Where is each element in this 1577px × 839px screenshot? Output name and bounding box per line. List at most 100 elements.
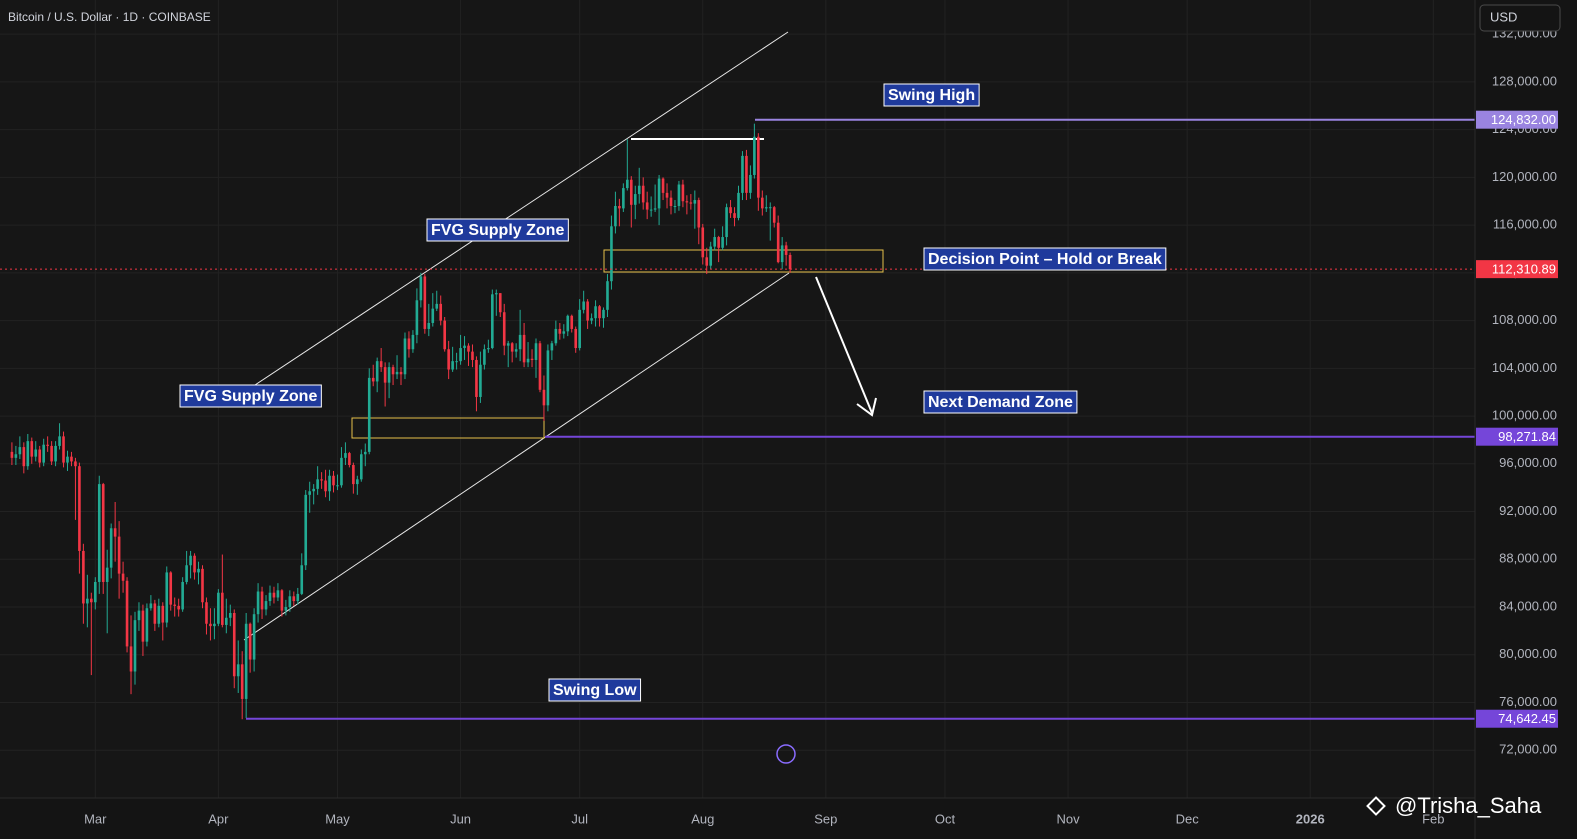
currency-button[interactable] [1479,4,1561,32]
y-tick-label: 92,000.00 [1499,503,1557,518]
candle-body [359,454,363,480]
candle-body [228,613,232,618]
candle-body [109,528,113,568]
candle-body [582,301,585,310]
candle-body [673,206,677,208]
candle-body [308,491,312,495]
candle-body [570,315,574,329]
candle-body [50,445,53,462]
candle-body [125,580,129,647]
candle-body [93,581,97,603]
candle-body [415,300,419,335]
candle-body [657,178,661,209]
level-badge [1476,709,1558,728]
channel-lower [243,272,790,641]
candle-body [780,245,784,263]
annotation-box [548,678,642,702]
candle-body [141,610,145,642]
candle-body [443,320,446,350]
candle-body [653,208,657,210]
candle-body [197,568,200,573]
candle-body [284,607,288,611]
y-tick-label: 116,000.00 [1493,217,1557,232]
watermark: @Trisha_Saha [1395,793,1542,818]
candle-body [38,449,42,463]
candle-body [173,604,177,606]
candle-body [336,485,339,487]
candle-body [145,608,149,642]
candle-body [185,565,188,582]
candle-body [741,155,744,193]
demand-zone [351,417,545,439]
candle-body [530,358,534,360]
candle-body [225,617,228,625]
arrow-head [856,397,877,417]
candle-body [383,367,387,383]
candle-body [753,136,756,175]
candle-body [419,276,423,301]
levels [0,118,1475,720]
x-tick-label: Oct [935,811,956,826]
candle-body [483,349,486,365]
candle-body [626,179,629,189]
candle-body [725,207,728,238]
candle-body [296,593,300,602]
currency-label[interactable]: USD [1490,9,1517,24]
annotation-text: Decision Point – Hold or Break [928,251,1162,268]
candle-body [101,484,105,582]
x-tick-label: Aug [691,811,714,826]
candle-body [550,343,554,351]
candle-body [244,623,248,699]
y-tick-label: 120,000.00 [1492,169,1557,184]
candle-body [498,293,502,313]
candle-body [685,201,689,203]
candle-body [54,445,57,462]
decision-zone [603,249,884,273]
x-tick-label: May [325,811,350,826]
y-tick-label: 80,000.00 [1499,646,1557,661]
candle-body [42,444,45,463]
candle-body [332,475,335,486]
candle-body [407,338,411,350]
annotation-box [883,83,980,107]
candle-body [344,453,347,458]
candle-body [689,202,693,204]
annotations: Swing High FVG Supply Zone Decision Point … [179,83,1167,702]
candle-body [431,308,435,323]
candle-body [149,603,153,609]
candle-body [510,343,514,352]
candle-body [772,207,776,223]
y-tick-label: 76,000.00 [1499,694,1557,709]
candle-body [788,254,792,270]
candle-body [518,334,522,350]
symbol-title: Bitcoin / U.S. Dollar · 1D · COINBASE [8,10,211,24]
y-tick-label: 128,000.00 [1492,73,1557,88]
candles [10,123,792,720]
candle-body [697,200,701,228]
candle-body [590,318,593,321]
candle-body [574,328,578,349]
candle-body [713,237,716,247]
candle-body [240,664,244,699]
candle-body [542,389,546,406]
candle-body [14,454,18,458]
candle-body [578,309,581,349]
candle-body [427,322,431,329]
candle-body [18,447,22,455]
candle-body [391,367,395,375]
candle-body [181,581,184,610]
candle-body [236,664,240,677]
candle-body [316,479,319,489]
y-tick-label: 96,000.00 [1499,455,1557,470]
y-tick-label: 84,000.00 [1499,598,1557,613]
annotation-box [426,218,569,242]
candle-body [661,178,665,193]
candle-body [439,303,443,321]
candle-body [161,605,165,623]
candle-body [709,246,713,266]
candle-body [681,184,685,202]
candle-body [328,475,331,492]
candle-body [502,312,506,346]
candle-body [78,466,81,551]
